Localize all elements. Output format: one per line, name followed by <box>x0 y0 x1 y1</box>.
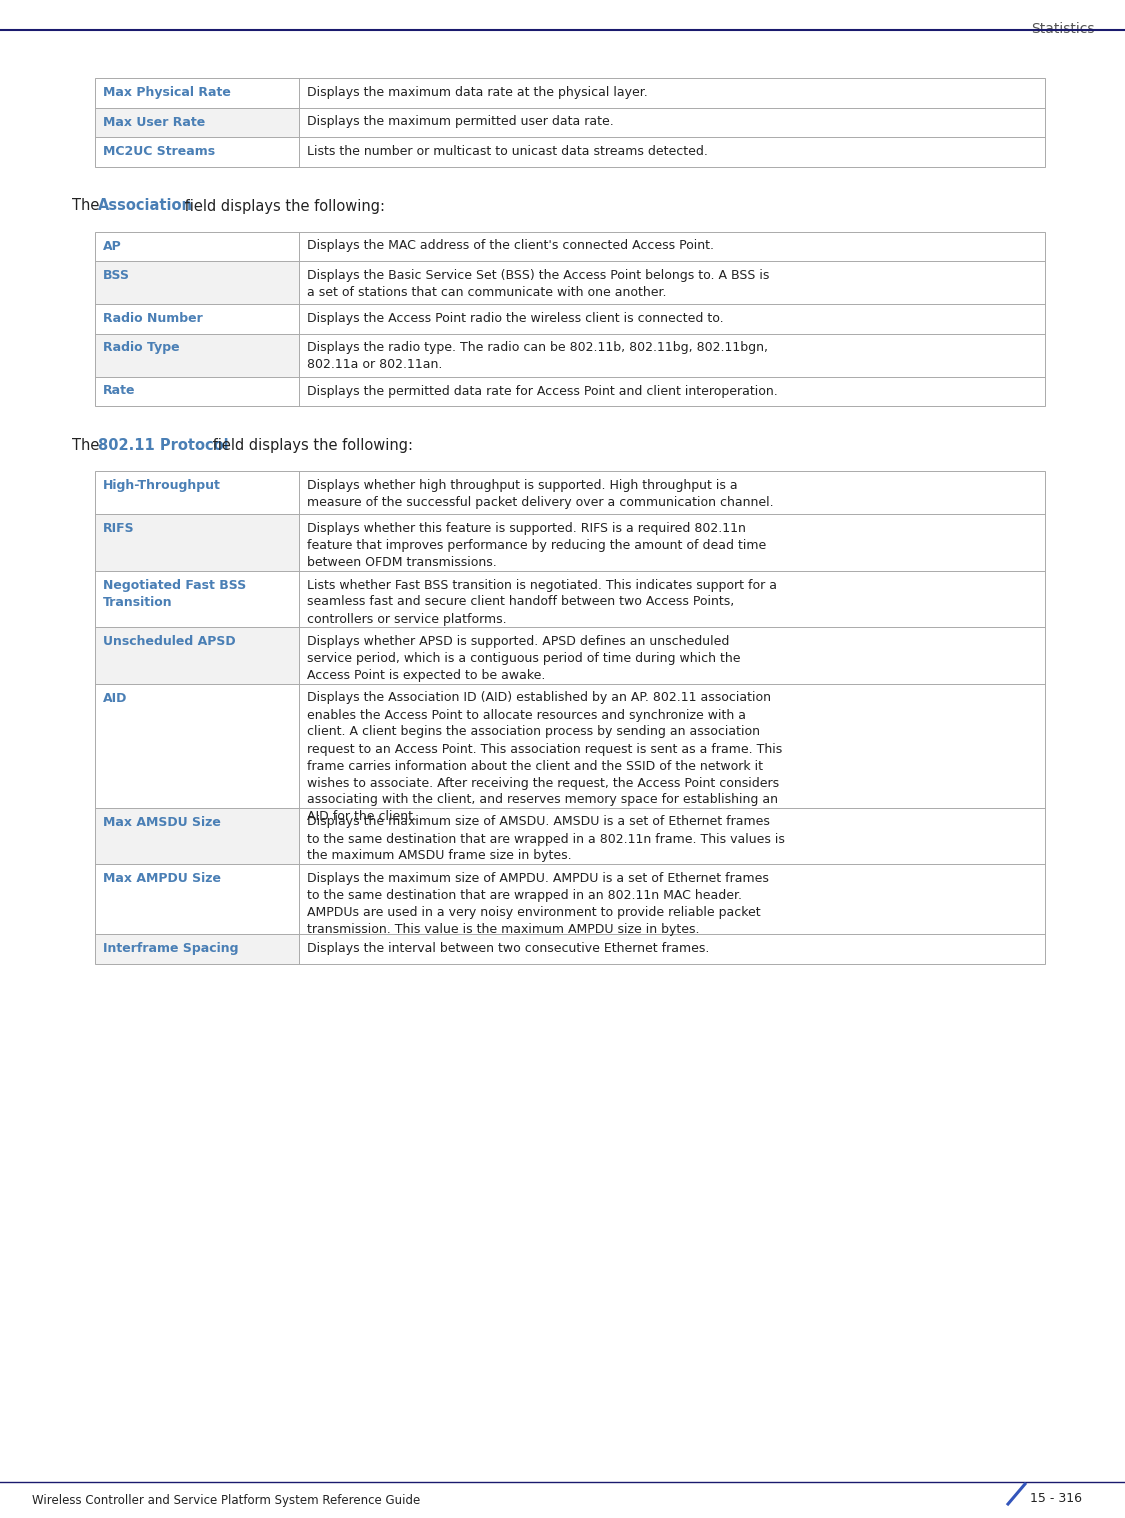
Text: Association: Association <box>98 199 194 214</box>
Bar <box>299 471 1045 515</box>
Text: Displays the maximum data rate at the physical layer.: Displays the maximum data rate at the ph… <box>307 87 648 99</box>
Text: 802.11 Protocol: 802.11 Protocol <box>98 439 228 452</box>
Bar <box>94 627 299 683</box>
Text: field displays the following:: field displays the following: <box>180 199 385 214</box>
Text: field displays the following:: field displays the following: <box>208 439 413 452</box>
Bar <box>299 683 1045 808</box>
Bar <box>94 376 299 405</box>
Text: Displays the interval between two consecutive Ethernet frames.: Displays the interval between two consec… <box>307 943 710 955</box>
Text: Displays the maximum size of AMSDU. AMSDU is a set of Ethernet frames
to the sam: Displays the maximum size of AMSDU. AMSD… <box>307 815 785 862</box>
Bar <box>299 232 1045 261</box>
Text: The: The <box>72 439 104 452</box>
Text: The: The <box>72 199 104 214</box>
Text: Unscheduled APSD: Unscheduled APSD <box>104 635 235 648</box>
Text: Displays the maximum permitted user data rate.: Displays the maximum permitted user data… <box>307 115 614 129</box>
Text: Statistics: Statistics <box>1032 21 1095 36</box>
Bar <box>299 376 1045 405</box>
Bar <box>94 471 1045 964</box>
Bar <box>94 808 299 864</box>
Text: Displays whether this feature is supported. RIFS is a required 802.11n
feature t: Displays whether this feature is support… <box>307 522 766 569</box>
Text: Displays the radio type. The radio can be 802.11b, 802.11bg, 802.11bgn,
802.11a : Displays the radio type. The radio can b… <box>307 342 768 372</box>
Text: Max AMPDU Size: Max AMPDU Size <box>104 871 220 885</box>
Bar <box>299 137 1045 167</box>
Text: Displays the Basic Service Set (BSS) the Access Point belongs to. A BSS is
a set: Displays the Basic Service Set (BSS) the… <box>307 269 770 299</box>
Text: Negotiated Fast BSS
Transition: Negotiated Fast BSS Transition <box>104 578 246 609</box>
Bar <box>94 232 299 261</box>
Bar <box>94 934 299 964</box>
Bar <box>94 137 299 167</box>
Text: AP: AP <box>104 240 122 252</box>
Text: Max Physical Rate: Max Physical Rate <box>104 87 231 99</box>
Bar <box>94 77 1045 167</box>
Text: Radio Type: Radio Type <box>104 342 180 355</box>
Bar <box>299 77 1045 108</box>
Bar <box>94 864 299 934</box>
Text: Max AMSDU Size: Max AMSDU Size <box>104 815 220 829</box>
Text: High-Throughput: High-Throughput <box>104 480 220 492</box>
Text: Displays the permitted data rate for Access Point and client interoperation.: Displays the permitted data rate for Acc… <box>307 384 778 398</box>
Text: Displays the maximum size of AMPDU. AMPDU is a set of Ethernet frames
to the sam: Displays the maximum size of AMPDU. AMPD… <box>307 871 770 937</box>
Text: AID: AID <box>104 692 127 704</box>
Bar <box>94 261 299 304</box>
Bar <box>94 108 299 137</box>
Text: MC2UC Streams: MC2UC Streams <box>104 146 215 158</box>
Text: RIFS: RIFS <box>104 522 135 534</box>
Bar <box>299 304 1045 334</box>
Text: Displays the MAC address of the client's connected Access Point.: Displays the MAC address of the client's… <box>307 240 714 252</box>
Text: Radio Number: Radio Number <box>104 313 202 325</box>
Text: Max User Rate: Max User Rate <box>104 115 205 129</box>
Text: Displays the Association ID (AID) established by an AP. 802.11 association
enabl: Displays the Association ID (AID) establ… <box>307 692 783 823</box>
Bar <box>299 934 1045 964</box>
Bar <box>299 108 1045 137</box>
Bar <box>299 334 1045 376</box>
Text: Rate: Rate <box>104 384 135 398</box>
Text: Displays whether APSD is supported. APSD defines an unscheduled
service period, : Displays whether APSD is supported. APSD… <box>307 635 740 682</box>
Bar <box>94 232 1045 405</box>
Bar <box>94 77 299 108</box>
Text: Lists whether Fast BSS transition is negotiated. This indicates support for a
se: Lists whether Fast BSS transition is neg… <box>307 578 777 625</box>
Bar <box>94 515 299 571</box>
Text: Displays the Access Point radio the wireless client is connected to.: Displays the Access Point radio the wire… <box>307 313 723 325</box>
Text: BSS: BSS <box>104 269 130 282</box>
Text: Lists the number or multicast to unicast data streams detected.: Lists the number or multicast to unicast… <box>307 146 708 158</box>
Bar <box>299 627 1045 683</box>
Text: Interframe Spacing: Interframe Spacing <box>104 943 238 955</box>
Bar <box>94 683 299 808</box>
Bar <box>94 471 299 515</box>
Bar <box>94 334 299 376</box>
Bar <box>94 571 299 627</box>
Bar <box>299 571 1045 627</box>
Text: Displays whether high throughput is supported. High throughput is a
measure of t: Displays whether high throughput is supp… <box>307 480 774 509</box>
Bar <box>299 261 1045 304</box>
Bar <box>299 515 1045 571</box>
Text: Wireless Controller and Service Platform System Reference Guide: Wireless Controller and Service Platform… <box>32 1494 421 1507</box>
Bar <box>94 304 299 334</box>
Text: 15 - 316: 15 - 316 <box>1030 1492 1082 1504</box>
Bar <box>299 808 1045 864</box>
Bar <box>299 864 1045 934</box>
